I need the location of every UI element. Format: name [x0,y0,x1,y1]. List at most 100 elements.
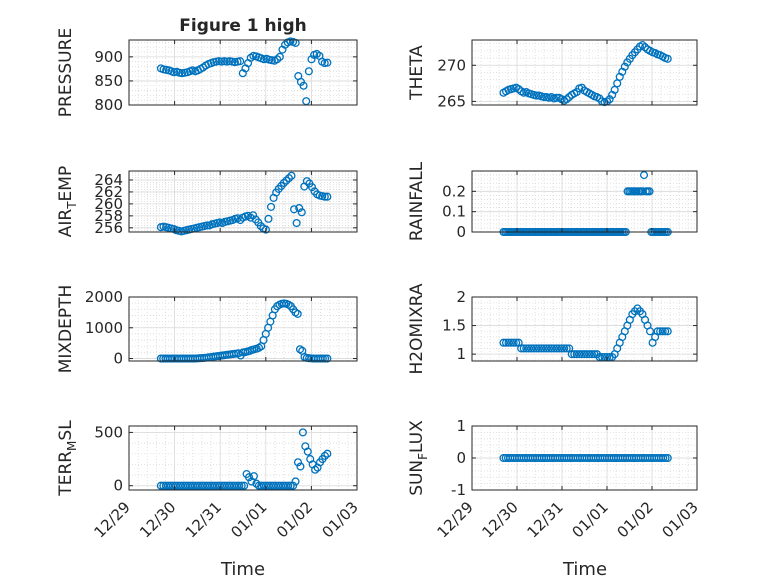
series-markers [156,37,332,106]
axes-theta: 265 270 THETA [407,39,698,110]
data-point [291,38,300,47]
data-point [534,344,543,353]
axes-frame [128,170,358,233]
data-point [311,465,320,474]
data-point [567,350,576,359]
data-point [582,350,591,359]
data-point [645,187,654,196]
series-markers [156,171,332,236]
data-point [323,58,332,67]
data-point [661,453,670,463]
data-point [240,481,249,490]
ylabel: THETA [407,45,427,101]
data-point [638,41,647,50]
data-point [620,62,629,71]
data-point [509,338,518,347]
data-point [237,481,246,490]
data-point [562,344,571,353]
data-point [261,225,270,234]
series-markers [156,299,332,363]
ytick-label: 0 [113,477,123,495]
data-point [600,352,609,362]
ylabel: MIXDEPTH [56,285,76,374]
data-point [275,52,284,61]
ylabel: AIRTEMP [56,166,79,237]
data-point [320,451,329,460]
data-point [264,214,273,223]
data-point [298,428,307,437]
data-point [605,95,614,104]
data-point [653,327,662,336]
ytick-label: 256 [94,219,123,237]
axes-rainfall: 0 0.1 0.2 RAINFALL [407,161,698,241]
data-point [524,344,533,353]
data-point [499,338,508,347]
data-point [544,344,554,353]
data-point [323,192,332,201]
ylabel: PRESSURE [56,28,76,117]
data-point [266,202,276,211]
data-point [597,352,607,362]
data-point [284,174,294,183]
ytick-label: 800 [94,96,123,114]
data-point [529,344,538,353]
ylabel: RAINFALL [407,161,427,241]
ytick-label: 270 [437,56,466,74]
data-point [659,453,668,463]
panels: 800 850 900 PRESSURE 265 270 THETA 256258260262… [56,28,702,542]
axes-mixdepth: 0 1000 2000 MIXDEPTH [56,285,358,374]
series-markers [499,453,672,463]
data-point [507,338,516,347]
ytick-label: 0 [456,449,466,467]
ytick-label: 0.2 [442,182,466,200]
data-point [595,352,604,362]
data-point [295,204,304,213]
ytick-label: 264 [94,171,123,189]
minor-grid [472,170,697,233]
data-point [663,453,672,463]
ytick-label: 0.1 [442,203,466,221]
ytick-label: 1 [456,417,466,435]
data-point [287,171,296,180]
ytick-label: 260 [94,195,123,213]
ytick-label: -1 [451,481,466,499]
data-point [519,344,528,353]
data-point [323,449,332,458]
data-point [555,344,564,353]
data-point [501,338,511,347]
ylabel: SUNFLUX [407,420,430,496]
axes-pressure: 800 850 900 PRESSURE [56,28,358,117]
data-point [517,344,526,353]
figure-title: Figure 1 high [179,16,307,36]
ylabel: TERRMSL [56,420,79,497]
data-point [289,481,298,490]
data-point [299,81,308,90]
ytick-label: 262 [94,183,123,201]
data-point [302,177,311,186]
data-point [293,458,303,467]
data-point [284,481,293,490]
series-markers [499,304,672,362]
data-point [279,178,288,188]
data-point [252,479,261,488]
data-point [542,344,551,353]
data-point [585,350,594,359]
data-point [577,350,586,359]
data-point [297,208,306,217]
data-point [539,344,548,353]
ytick-label: 850 [94,72,123,90]
data-point [557,344,566,353]
data-point [286,481,295,490]
data-point [292,218,301,228]
data-point [235,481,244,490]
data-point [658,327,667,336]
data-point [321,354,330,363]
data-point [661,327,670,336]
data-point [282,176,291,185]
data-point [318,354,327,363]
ytick-label: 258 [94,207,123,225]
data-point [304,67,313,76]
axes-frame [471,39,698,106]
data-point [527,344,536,353]
